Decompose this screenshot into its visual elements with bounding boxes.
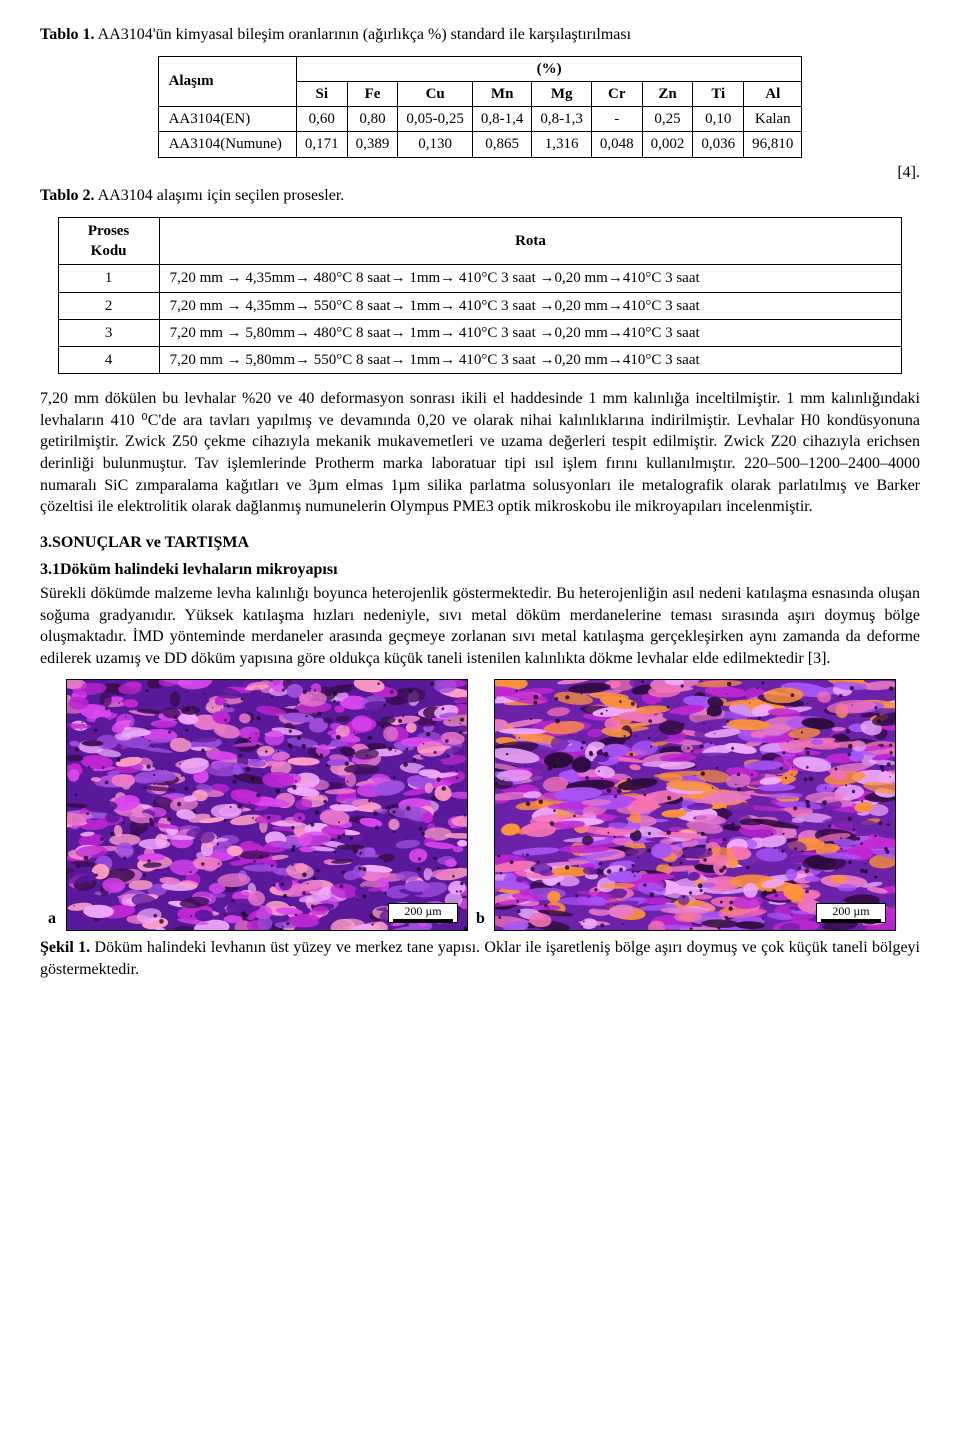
table1-caption-rest: AA3104'ün kimyasal bileşim oranlarının (… [95, 26, 632, 43]
figure1-b-label: b [476, 908, 485, 930]
table1-cell: 0,8-1,4 [472, 107, 532, 132]
figure1-a-cell: a 200 µm [66, 679, 466, 931]
table2-row: 47,20 mm → 5,80mm→ 550°C 8 saat→ 1mm→ 41… [58, 347, 902, 374]
table1-cell: 1,316 [532, 132, 592, 157]
figure1-caption: Şekil 1. Döküm halindeki levhanın üst yü… [40, 937, 920, 980]
table2-route: 7,20 mm → 4,35mm→ 480°C 8 saat→ 1mm→ 410… [159, 265, 902, 292]
table1-cell: Kalan [744, 107, 802, 132]
table1-col-al: Al [744, 81, 802, 106]
table1-ref: [4]. [40, 162, 920, 184]
table1-col-cu: Cu [398, 81, 473, 106]
table1-cell: 0,036 [693, 132, 744, 157]
figure1-caption-rest: Döküm halindeki levhanın üst yüzey ve me… [40, 939, 920, 978]
micrograph-a [66, 679, 468, 931]
figure1-a-label: a [48, 908, 56, 930]
table1-rowname: AA3104(EN) [158, 107, 296, 132]
table1-cell: 0,8-1,3 [532, 107, 592, 132]
table2-route: 7,20 mm → 5,80mm→ 480°C 8 saat→ 1mm→ 410… [159, 319, 902, 346]
section31-title: 3.1Döküm halindeki levhaların mikroyapıs… [40, 559, 920, 581]
table1-cell: 96,810 [744, 132, 802, 157]
table2-row: 37,20 mm → 5,80mm→ 480°C 8 saat→ 1mm→ 41… [58, 319, 902, 346]
table1-group-header: (%) [296, 56, 802, 81]
micrograph-b [494, 679, 896, 931]
table2-code: 1 [58, 265, 159, 292]
table2-col2: Rota [159, 217, 902, 265]
figure1-caption-prefix: Şekil 1. [40, 939, 90, 956]
table1-cell: 0,865 [472, 132, 532, 157]
figure1-row: a 200 µm b 200 µm [40, 679, 920, 931]
table1-cell: 0,60 [296, 107, 347, 132]
table1-cell: 0,171 [296, 132, 347, 157]
section31-body: Sürekli dökümde malzeme levha kalınlığı … [40, 583, 920, 669]
table1-cell: 0,05-0,25 [398, 107, 473, 132]
scalebar-a-bar [393, 919, 453, 922]
table1-cell: 0,002 [642, 132, 693, 157]
scalebar-b-bar [821, 919, 881, 922]
table2-row: 17,20 mm → 4,35mm→ 480°C 8 saat→ 1mm→ 41… [58, 265, 902, 292]
table2-caption: Tablo 2. AA3104 alaşımı için seçilen pro… [40, 185, 920, 207]
table2-code: 4 [58, 347, 159, 374]
table1-cell: - [591, 107, 642, 132]
table2-col1: Proses Kodu [58, 217, 159, 265]
table1-caption-prefix: Tablo 1. [40, 26, 95, 43]
table1-cell: 0,25 [642, 107, 693, 132]
table1-col-ti: Ti [693, 81, 744, 106]
table1: Alaşım (%) SiFeCuMnMgCrZnTiAl AA3104(EN)… [158, 56, 803, 158]
table1-cell: 0,048 [591, 132, 642, 157]
scalebar-b: 200 µm [816, 903, 886, 923]
scalebar-a-text: 200 µm [404, 905, 441, 918]
table2-caption-rest: AA3104 alaşımı için seçilen prosesler. [95, 187, 345, 204]
scalebar-b-text: 200 µm [832, 905, 869, 918]
table2-code: 2 [58, 292, 159, 319]
table1-col-zn: Zn [642, 81, 693, 106]
scalebar-a: 200 µm [388, 903, 458, 923]
table1-cell: 0,130 [398, 132, 473, 157]
table2-caption-prefix: Tablo 2. [40, 187, 95, 204]
table2-route: 7,20 mm → 5,80mm→ 550°C 8 saat→ 1mm→ 410… [159, 347, 902, 374]
table1-row: AA3104(EN)0,600,800,05-0,250,8-1,40,8-1,… [158, 107, 802, 132]
table1-caption: Tablo 1. AA3104'ün kimyasal bileşim oran… [40, 24, 920, 46]
table1-cell: 0,80 [347, 107, 398, 132]
table1-cell: 0,389 [347, 132, 398, 157]
table1-col-cr: Cr [591, 81, 642, 106]
section3-heading: 3.SONUÇLAR ve TARTIŞMA [40, 532, 920, 554]
table2-row: 27,20 mm → 4,35mm→ 550°C 8 saat→ 1mm→ 41… [58, 292, 902, 319]
table1-col-mg: Mg [532, 81, 592, 106]
table1-col-fe: Fe [347, 81, 398, 106]
table2-code: 3 [58, 319, 159, 346]
methods-paragraph: 7,20 mm dökülen bu levhalar %20 ve 40 de… [40, 388, 920, 518]
table2: Proses Kodu Rota 17,20 mm → 4,35mm→ 480°… [58, 217, 903, 375]
table1-col-mn: Mn [472, 81, 532, 106]
table2-route: 7,20 mm → 4,35mm→ 550°C 8 saat→ 1mm→ 410… [159, 292, 902, 319]
table1-row: AA3104(Numune)0,1710,3890,1300,8651,3160… [158, 132, 802, 157]
table1-cell: 0,10 [693, 107, 744, 132]
table1-col-si: Si [296, 81, 347, 106]
table1-corner: Alaşım [158, 56, 296, 107]
figure1-b-cell: b 200 µm [494, 679, 894, 931]
table1-rowname: AA3104(Numune) [158, 132, 296, 157]
